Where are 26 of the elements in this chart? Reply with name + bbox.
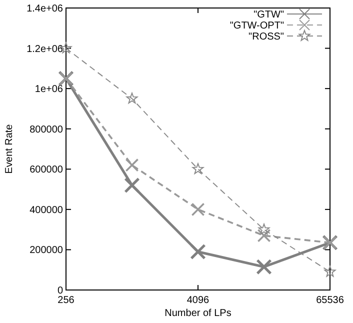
legend-label: "GTW-OPT": [230, 20, 284, 32]
x-tick-label: 4096: [186, 295, 210, 306]
point: [125, 158, 139, 172]
y-tick-label: 400000: [30, 204, 64, 216]
point: [126, 92, 138, 104]
point: [256, 258, 272, 275]
point: [192, 163, 204, 174]
x-tick-label: 65536: [316, 295, 344, 306]
x-tick-label: 256: [58, 295, 75, 306]
y-tick-label: 1e+06: [34, 84, 64, 96]
y-tick-label: 0: [57, 286, 64, 296]
y-tick-label: 600000: [30, 164, 64, 176]
point: [258, 224, 270, 235]
y-axis-title: Event Rate: [4, 124, 15, 174]
legend-label: "ROSS": [248, 32, 284, 42]
x-axis-title: Number of LPs: [164, 308, 232, 319]
point: [324, 266, 336, 277]
y-tick-label: 800000: [30, 124, 64, 136]
point: [190, 244, 206, 260]
point: [124, 177, 140, 194]
y-tick-label: 1.2e+06: [26, 44, 64, 55]
y-tick-label: 200000: [30, 245, 64, 256]
point: [191, 202, 205, 216]
legend-label: "GTW": [254, 10, 284, 20]
y-tick-label: 1.4e+06: [26, 4, 64, 14]
point: [257, 228, 271, 242]
